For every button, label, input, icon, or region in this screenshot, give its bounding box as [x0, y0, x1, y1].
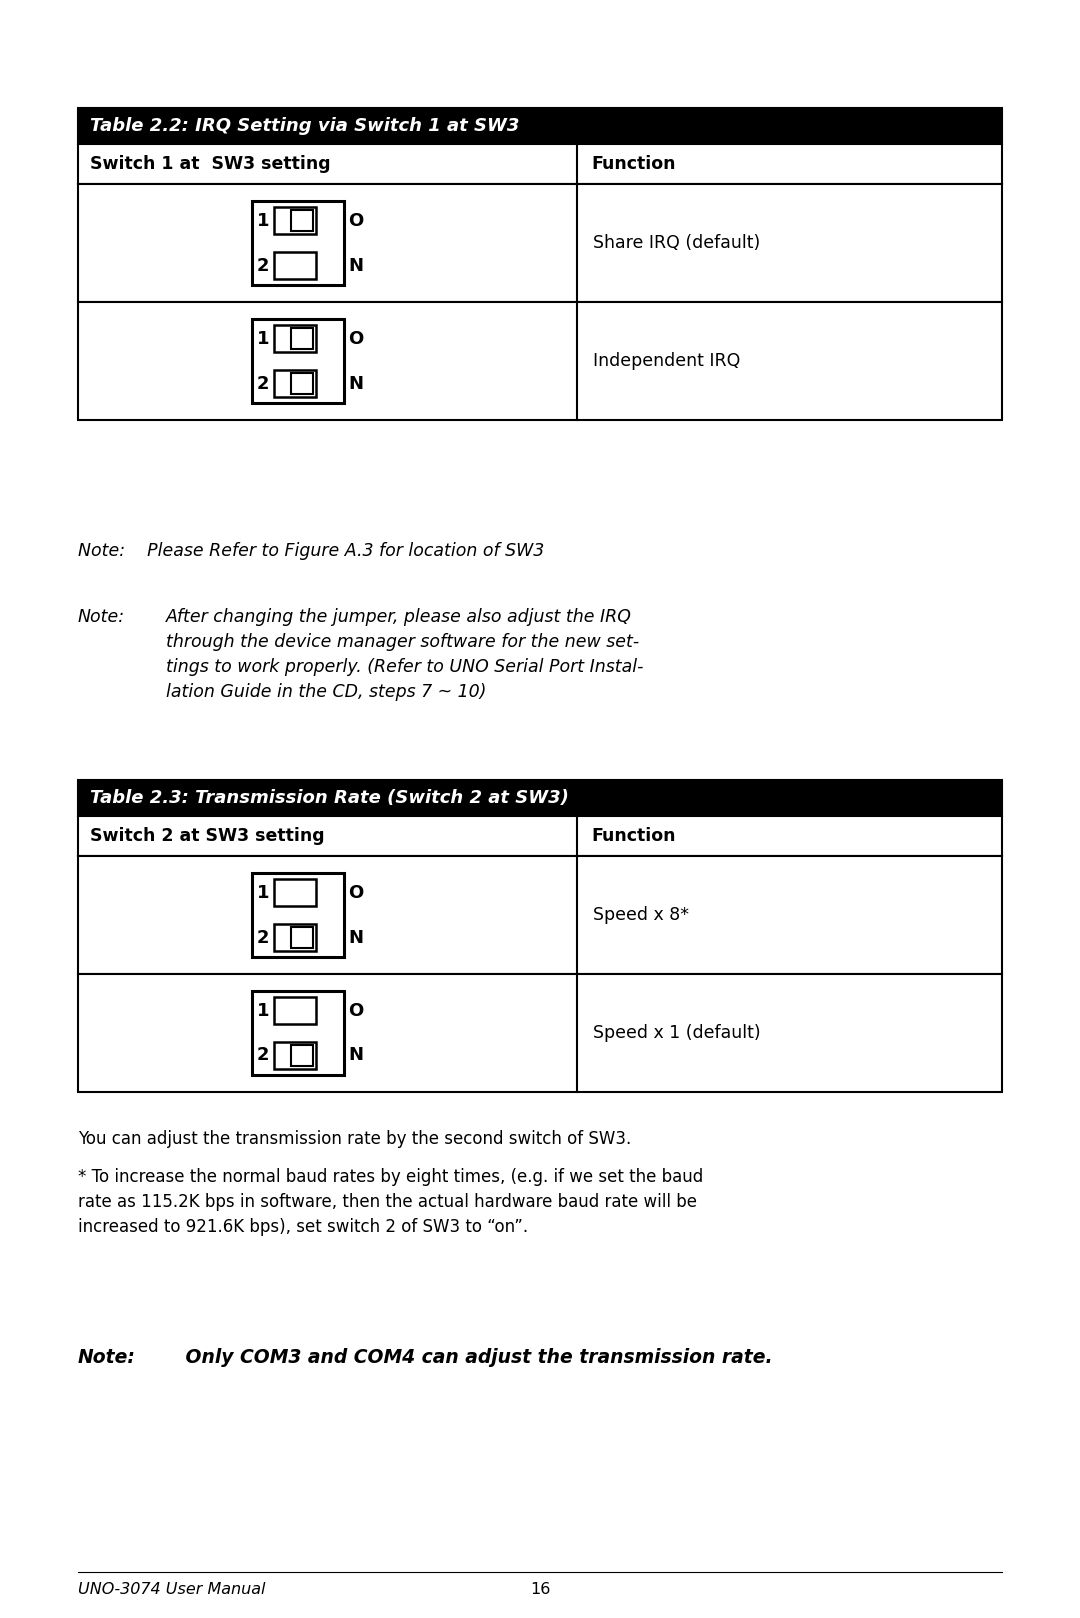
- Text: Table 2.3: Transmission Rate (Switch 2 at SW3): Table 2.3: Transmission Rate (Switch 2 a…: [90, 790, 569, 807]
- Text: Speed x 8*: Speed x 8*: [593, 906, 689, 924]
- Text: N: N: [349, 929, 364, 947]
- Text: 2: 2: [257, 257, 270, 275]
- Bar: [78, 108, 1002, 144]
- Bar: [291, 1045, 312, 1066]
- Text: After changing the jumper, please also adjust the IRQ
through the device manager: After changing the jumper, please also a…: [166, 608, 644, 701]
- Text: O: O: [349, 1002, 364, 1019]
- Text: Note:: Note:: [78, 1348, 136, 1367]
- Text: Table 2.2: IRQ Setting via Switch 1 at SW3: Table 2.2: IRQ Setting via Switch 1 at S…: [90, 116, 519, 134]
- Text: 2: 2: [257, 929, 270, 947]
- Text: * To increase the normal baud rates by eight times, (e.g. if we set the baud
rat: * To increase the normal baud rates by e…: [78, 1168, 703, 1236]
- Text: 1: 1: [257, 212, 270, 230]
- Text: UNO-3074 User Manual: UNO-3074 User Manual: [78, 1582, 266, 1597]
- Text: Only COM3 and COM4 can adjust the transmission rate.: Only COM3 and COM4 can adjust the transm…: [166, 1348, 772, 1367]
- Text: Speed x 1 (default): Speed x 1 (default): [593, 1024, 760, 1042]
- Text: Function: Function: [591, 155, 675, 173]
- Text: 16: 16: [530, 1582, 550, 1597]
- Text: Independent IRQ: Independent IRQ: [593, 353, 740, 371]
- Bar: [273, 252, 315, 278]
- Bar: [291, 374, 312, 395]
- Bar: [252, 201, 343, 285]
- Text: Note:    Please Refer to Figure A.3 for location of SW3: Note: Please Refer to Figure A.3 for loc…: [78, 542, 544, 560]
- Bar: [78, 780, 1002, 815]
- Text: N: N: [349, 1047, 364, 1065]
- Bar: [78, 815, 1002, 856]
- Bar: [273, 325, 315, 353]
- Text: Switch 1 at  SW3 setting: Switch 1 at SW3 setting: [90, 155, 330, 173]
- Text: 1: 1: [257, 883, 270, 901]
- Bar: [273, 1042, 315, 1069]
- Text: You can adjust the transmission rate by the second switch of SW3.: You can adjust the transmission rate by …: [78, 1129, 631, 1149]
- Bar: [78, 184, 1002, 303]
- Bar: [252, 874, 343, 956]
- Text: Switch 2 at SW3 setting: Switch 2 at SW3 setting: [90, 827, 325, 845]
- Text: N: N: [349, 374, 364, 393]
- Bar: [291, 328, 312, 349]
- Bar: [291, 927, 312, 948]
- Bar: [78, 856, 1002, 974]
- Bar: [291, 210, 312, 231]
- Text: 2: 2: [257, 1047, 270, 1065]
- Bar: [252, 990, 343, 1074]
- Bar: [273, 924, 315, 951]
- Text: Note:: Note:: [78, 608, 125, 626]
- Text: Share IRQ (default): Share IRQ (default): [593, 235, 760, 252]
- Text: O: O: [349, 212, 364, 230]
- Text: O: O: [349, 330, 364, 348]
- Text: N: N: [349, 257, 364, 275]
- Text: 1: 1: [257, 330, 270, 348]
- Text: Function: Function: [591, 827, 675, 845]
- Bar: [78, 144, 1002, 184]
- Bar: [78, 303, 1002, 421]
- Text: O: O: [349, 883, 364, 901]
- Bar: [273, 207, 315, 235]
- Bar: [78, 974, 1002, 1092]
- Bar: [252, 319, 343, 403]
- Text: 2: 2: [257, 374, 270, 393]
- Text: 1: 1: [257, 1002, 270, 1019]
- Bar: [273, 371, 315, 396]
- Bar: [273, 997, 315, 1024]
- Bar: [273, 879, 315, 906]
